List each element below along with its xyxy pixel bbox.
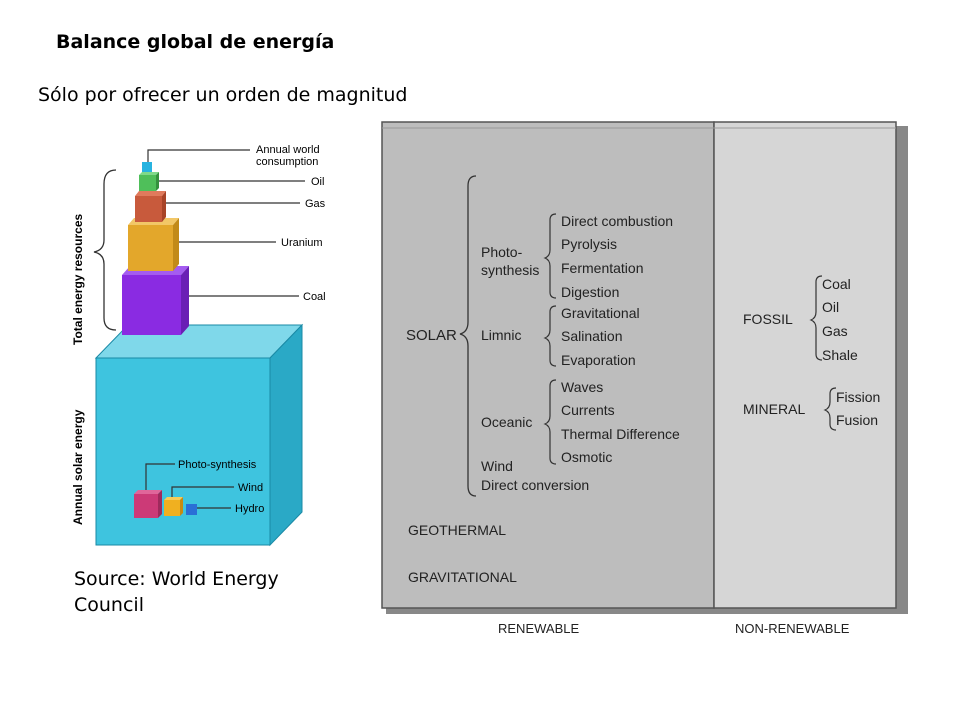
solar-label: SOLAR (406, 327, 457, 344)
coal-label: Coal (303, 291, 326, 303)
fossil-item-3: Gas (822, 323, 848, 339)
renewable-panel (381, 121, 715, 609)
geothermal-label: GEOTHERMAL (408, 522, 506, 538)
limnic-item-3: Evaporation (561, 352, 636, 368)
consumption-cube (142, 162, 152, 172)
wind-cube (164, 497, 183, 516)
total-resources-brace (93, 169, 117, 331)
gas-cube (135, 191, 166, 222)
photo-item-3: Fermentation (561, 260, 643, 276)
photosynthesis-label: Photo-synthesis (178, 459, 257, 471)
mineral-label: MINERAL (743, 401, 805, 417)
oceanic-label: Oceanic (481, 414, 532, 430)
non-renewable-panel (713, 121, 897, 609)
uranium-label: Uranium (281, 237, 323, 249)
fossil-brace (809, 275, 823, 361)
source-note: Source: World Energy Council (74, 568, 279, 616)
limnic-item-2: Salination (561, 328, 623, 344)
energy-resources-figure: Annual world consumption Oil Gas Uranium… (71, 144, 326, 547)
hydro-cube (186, 504, 197, 515)
leader-lines (145, 149, 305, 509)
oceanic-item-4: Osmotic (561, 449, 612, 465)
oil-label: Oil (311, 176, 324, 188)
photosynthesis-cube (134, 490, 162, 518)
fossil-item-4: Shale (822, 347, 858, 363)
fossil-item-2: Oil (822, 299, 839, 315)
non-renewable-footer: NON-RENEWABLE (735, 621, 850, 636)
photo-item-2: Pyrolysis (561, 236, 617, 252)
total-resources-label: Total energy resources (71, 214, 85, 345)
photo-item-1: Direct combustion (561, 213, 673, 229)
fossil-item-1: Coal (822, 276, 851, 292)
oil-cube (139, 172, 159, 191)
photosynthesis-brace (543, 213, 557, 299)
renewable-footer: RENEWABLE (498, 621, 579, 636)
slide-subtitle: Sólo por ofrecer un orden de magnitud (38, 84, 408, 106)
oceanic-brace (543, 379, 557, 465)
oceanic-item-1: Waves (561, 379, 603, 395)
photosynthesis-group-label-1: Photo- (481, 244, 523, 260)
limnic-label: Limnic (481, 327, 521, 343)
annual-solar-label: Annual solar energy (71, 409, 85, 525)
consumption-label-1: Annual world (256, 144, 320, 156)
wind-source-label: Wind (481, 458, 513, 474)
oceanic-item-2: Currents (561, 402, 615, 418)
solar-brace (459, 175, 477, 497)
fossil-label: FOSSIL (743, 311, 793, 327)
slide-title: Balance global de energía (56, 31, 335, 53)
limnic-brace (543, 305, 557, 367)
consumption-label-2: consumption (256, 156, 318, 168)
direct-conversion-label: Direct conversion (481, 477, 589, 493)
mineral-brace (823, 387, 837, 431)
uranium-cube (128, 218, 179, 271)
photosynthesis-group-label-2: synthesis (481, 262, 539, 278)
wind-label: Wind (238, 482, 263, 494)
photo-item-4: Digestion (561, 284, 619, 300)
hydro-label: Hydro (235, 503, 264, 515)
panel-shadow (386, 126, 908, 614)
coal-cube (122, 266, 189, 335)
mineral-item-1: Fission (836, 389, 880, 405)
gravitational-label: GRAVITATIONAL (408, 569, 517, 585)
limnic-item-1: Gravitational (561, 305, 640, 321)
mineral-item-2: Fusion (836, 412, 878, 428)
gas-label: Gas (305, 198, 326, 210)
oceanic-item-3: Thermal Difference (561, 426, 680, 442)
solar-cube (94, 323, 304, 547)
